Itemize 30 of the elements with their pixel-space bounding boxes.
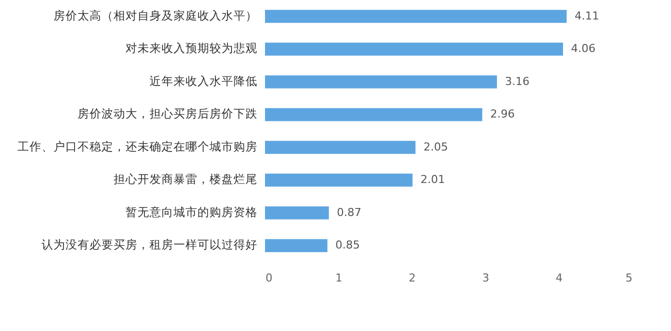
x-tick-label: 0 — [266, 272, 272, 284]
y-tick-label: 工作、户口不稳定，还未确定在哪个城市购房 — [18, 139, 258, 154]
bar — [265, 206, 329, 220]
data-label: 2.96 — [490, 108, 515, 121]
data-label: 0.85 — [335, 238, 360, 252]
x-tick-label: 3 — [482, 272, 490, 284]
bar — [265, 140, 416, 154]
bar — [265, 42, 564, 56]
bar — [265, 174, 413, 187]
data-label: 4.11 — [574, 9, 600, 22]
bar — [265, 108, 482, 122]
y-tick-label: 暂无意向城市的购房资格 — [126, 204, 258, 219]
data-label: 3.16 — [504, 74, 530, 88]
y-tick-label: 房价太高（相对自身及家庭收入水平） — [54, 8, 258, 22]
data-label: 4.06 — [571, 42, 596, 56]
x-tick-label: 5 — [626, 272, 632, 284]
bar — [265, 10, 567, 23]
y-tick-label: 近年来收入水平降低 — [150, 74, 258, 88]
y-tick-label: 认为没有必要买房，租房一样可以过得好 — [42, 238, 258, 252]
bar — [265, 239, 328, 252]
bar — [265, 75, 497, 88]
data-label: 2.01 — [420, 173, 446, 186]
y-tick-label: 担心开发商暴雷，楼盘烂尾 — [114, 172, 258, 186]
data-label: 2.05 — [423, 140, 448, 154]
data-label: 0.87 — [336, 206, 362, 219]
y-tick-label: 对未来收入预期较为悲观 — [126, 41, 258, 56]
x-tick-label: 1 — [335, 272, 342, 284]
x-tick-label: 2 — [408, 272, 416, 284]
y-tick-label: 房价波动大，担心买房后房价下跌 — [78, 106, 258, 121]
x-tick-label: 4 — [556, 272, 563, 284]
